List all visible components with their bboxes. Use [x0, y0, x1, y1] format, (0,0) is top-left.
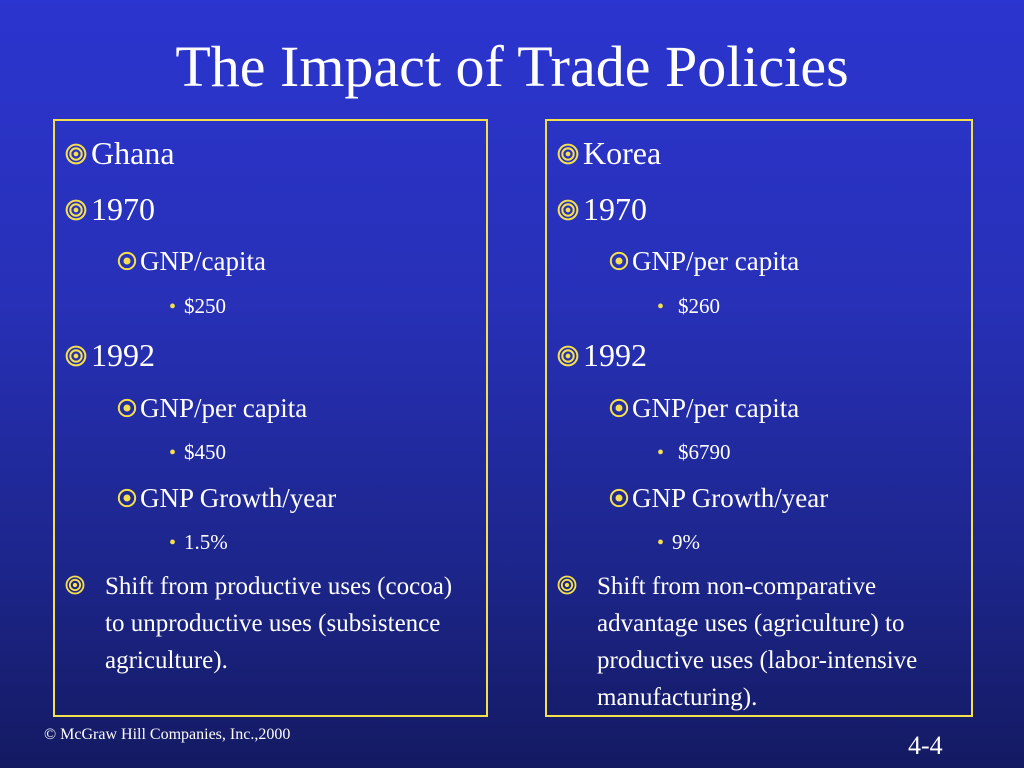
shift-item: Shift from productive uses (cocoa) to un… — [65, 568, 465, 688]
shift-text: Shift from non-comparative advantage use… — [597, 573, 918, 711]
gnp-label: GNP/per capita — [140, 393, 308, 423]
shift-text: Shift from productive uses (cocoa) to un… — [105, 573, 453, 674]
dot-bullet-icon: • — [657, 532, 665, 554]
circle-bullet-icon — [117, 251, 137, 271]
gnp-item: GNP/capita — [117, 245, 266, 277]
value-label: $260 — [678, 294, 721, 318]
target-bullet-icon — [65, 199, 87, 221]
gnp-item: GNP/per capita — [609, 392, 799, 424]
year-label: 1970 — [91, 191, 155, 227]
value-label: $450 — [184, 440, 227, 464]
dot-bullet-icon: • — [657, 296, 665, 318]
target-bullet-icon — [557, 345, 579, 367]
growth-item: GNP Growth/year — [609, 482, 828, 514]
country-item: Ghana — [65, 134, 175, 172]
copyright-footer: © McGraw Hill Companies, Inc.,2000 — [44, 726, 291, 743]
year-label: 1992 — [583, 337, 647, 373]
gnp-label: GNP/per capita — [632, 246, 800, 276]
gnp-item: GNP/per capita — [609, 245, 799, 277]
country-label: Ghana — [91, 135, 175, 171]
dot-bullet-icon: • — [169, 442, 177, 464]
gnp-label: GNP/per capita — [632, 393, 800, 423]
country-item: Korea — [557, 134, 661, 172]
value-label: 1.5% — [184, 530, 228, 554]
dot-bullet-icon: • — [169, 532, 177, 554]
value-item: • $260 — [657, 293, 720, 320]
korea-panel: Korea 1970 GNP/per capita • $260 1992 GNP… — [545, 119, 973, 717]
target-bullet-icon — [557, 143, 579, 165]
growth-label: GNP Growth/year — [632, 483, 829, 513]
target-bullet-icon — [65, 345, 87, 367]
target-bullet-icon — [557, 199, 579, 221]
circle-bullet-icon — [609, 251, 629, 271]
value-label: $6790 — [678, 440, 731, 464]
target-bullet-icon — [65, 143, 87, 165]
shift-item: Shift from non-comparative advantage use… — [557, 568, 952, 718]
target-bullet-icon — [557, 575, 577, 595]
growth-item: GNP Growth/year — [117, 482, 336, 514]
value-label: 9% — [672, 530, 701, 554]
value-item: • 9% — [657, 529, 700, 556]
year-item: 1992 — [557, 336, 647, 374]
circle-bullet-icon — [609, 398, 629, 418]
circle-bullet-icon — [117, 398, 137, 418]
dot-bullet-icon: • — [657, 442, 665, 464]
country-label: Korea — [583, 135, 662, 171]
value-item: • $6790 — [657, 439, 731, 466]
target-bullet-icon — [65, 575, 85, 595]
year-label: 1970 — [583, 191, 647, 227]
growth-label: GNP Growth/year — [140, 483, 337, 513]
page-number: 4-4 — [908, 731, 943, 760]
year-item: 1992 — [65, 336, 155, 374]
year-label: 1992 — [91, 337, 155, 373]
value-label: $250 — [184, 294, 227, 318]
slide-title: The Impact of Trade Policies — [175, 34, 849, 99]
dot-bullet-icon: • — [169, 296, 177, 318]
gnp-label: GNP/capita — [140, 246, 266, 276]
year-item: 1970 — [65, 190, 155, 228]
value-item: • $450 — [169, 439, 226, 466]
gnp-item: GNP/per capita — [117, 392, 307, 424]
circle-bullet-icon — [117, 488, 137, 508]
value-item: • $250 — [169, 293, 226, 320]
value-item: • 1.5% — [169, 529, 228, 556]
circle-bullet-icon — [609, 488, 629, 508]
year-item: 1970 — [557, 190, 647, 228]
ghana-panel: Ghana 1970 GNP/capita • $250 1992 GNP/per… — [53, 119, 488, 717]
